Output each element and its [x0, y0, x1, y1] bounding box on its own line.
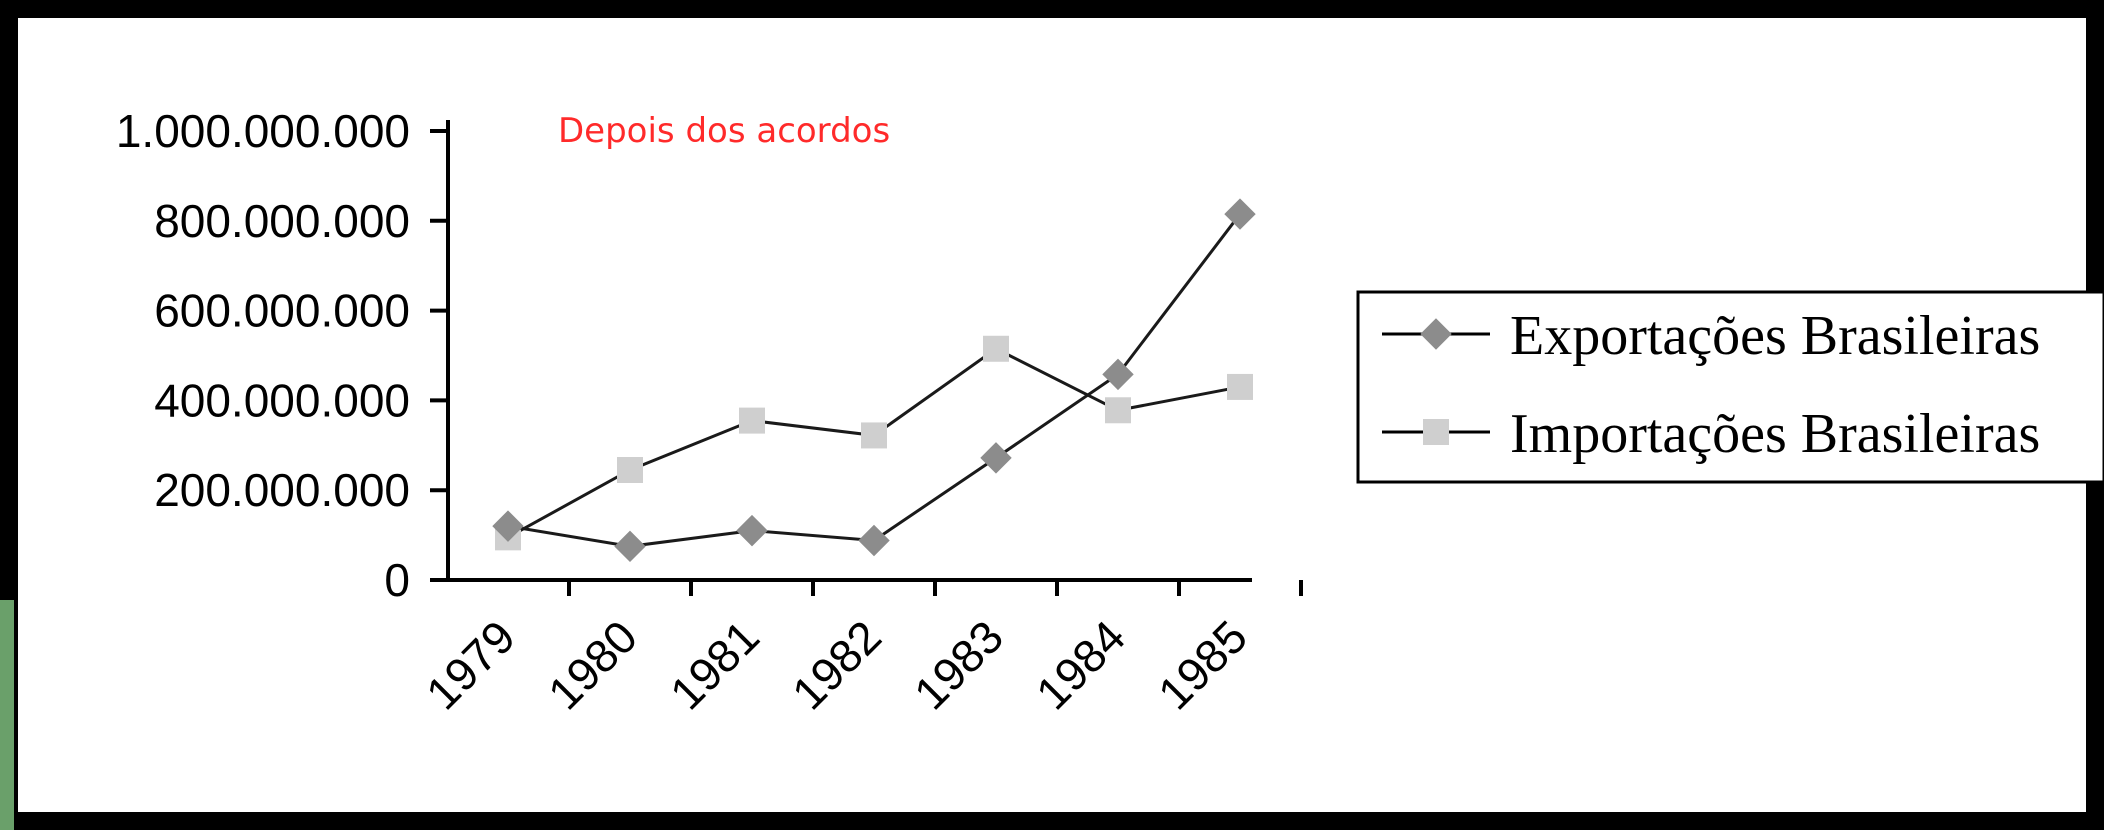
data-point-imports	[861, 422, 887, 449]
legend-box	[1356, 290, 2104, 484]
x-tick-label: 1982	[782, 610, 891, 719]
data-point-imports	[1105, 397, 1131, 424]
y-tick-label: 0	[384, 554, 410, 606]
data-point-exports	[736, 514, 768, 547]
data-point-imports	[739, 407, 765, 434]
data-point-exports	[1102, 358, 1134, 391]
data-point-exports	[858, 524, 890, 557]
data-point-exports	[1224, 198, 1256, 230]
series-layer	[492, 198, 1256, 563]
data-point-exports	[492, 510, 524, 542]
chart-annotation: Depois dos acordos	[558, 111, 890, 151]
x-tick-label: 1983	[904, 610, 1013, 719]
y-tick-label: 1.000.000.000	[116, 105, 410, 157]
series-line-exports	[507, 213, 1242, 548]
x-tick-label: 1980	[538, 610, 647, 719]
data-point-exports	[614, 530, 646, 563]
y-tick-label: 800.000.000	[154, 195, 410, 247]
y-tick-label: 600.000.000	[154, 285, 410, 337]
x-tick-label: 1981	[660, 610, 769, 719]
legend-marker-imports	[1423, 419, 1449, 445]
x-tick-label: 1984	[1026, 610, 1135, 719]
x-tick-label: 1985	[1148, 610, 1257, 719]
y-ticks: 0 200.000.000 400.000.000 600.000.000 800.00…	[116, 105, 448, 606]
legend-marker-exports	[1420, 318, 1452, 350]
legend-label-exports: Exportações Brasileiras	[1510, 305, 2040, 367]
y-tick-label: 400.000.000	[154, 374, 410, 426]
x-tick-label: 1979	[416, 610, 525, 719]
legend: Exportações Brasileiras Importações Bras…	[1356, 290, 2104, 484]
data-point-imports	[983, 335, 1009, 362]
data-point-exports	[980, 442, 1012, 474]
data-point-imports	[1227, 373, 1253, 400]
data-point-imports	[617, 456, 643, 483]
y-tick-label: 200.000.000	[154, 464, 410, 516]
legend-label-imports: Importações Brasileiras	[1510, 403, 2040, 465]
x-ticks: 1979 1980 1981 1982 1983 1984 1985	[416, 580, 1303, 719]
decorative-strip	[0, 600, 14, 830]
